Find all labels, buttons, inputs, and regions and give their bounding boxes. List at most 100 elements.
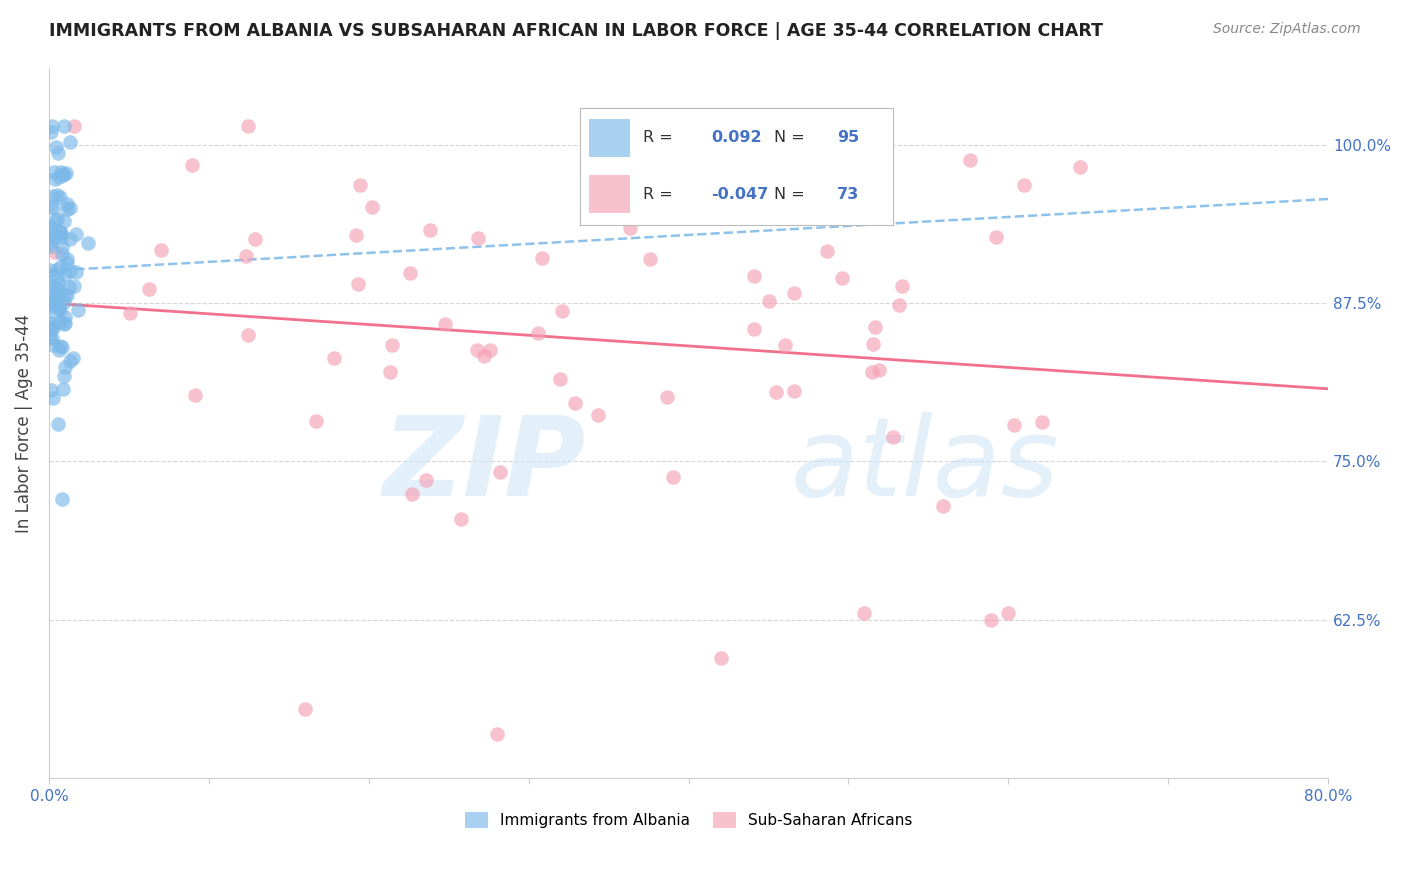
Immigrants from Albania bbox=[46, 281, 69, 295]
Sub-Saharan Africans bbox=[530, 251, 553, 265]
Sub-Saharan Africans bbox=[485, 727, 508, 741]
Sub-Saharan Africans bbox=[478, 343, 501, 358]
Text: IMMIGRANTS FROM ALBANIA VS SUBSAHARAN AFRICAN IN LABOR FORCE | AGE 35-44 CORRELA: IMMIGRANTS FROM ALBANIA VS SUBSAHARAN AF… bbox=[49, 22, 1104, 40]
Sub-Saharan Africans bbox=[415, 473, 437, 487]
Sub-Saharan Africans bbox=[862, 210, 884, 224]
Immigrants from Albania bbox=[39, 125, 62, 139]
Text: ZIP: ZIP bbox=[382, 412, 586, 519]
Immigrants from Albania bbox=[59, 354, 82, 368]
Sub-Saharan Africans bbox=[474, 349, 496, 363]
Immigrants from Albania bbox=[38, 271, 60, 285]
Legend: Immigrants from Albania, Sub-Saharan Africans: Immigrants from Albania, Sub-Saharan Afr… bbox=[458, 806, 918, 834]
Immigrants from Albania bbox=[66, 303, 89, 318]
Immigrants from Albania bbox=[59, 135, 82, 149]
Immigrants from Albania bbox=[52, 168, 75, 182]
Immigrants from Albania bbox=[65, 227, 87, 242]
Immigrants from Albania bbox=[46, 282, 69, 296]
Immigrants from Albania bbox=[53, 317, 76, 331]
Immigrants from Albania bbox=[49, 225, 72, 239]
Sub-Saharan Africans bbox=[744, 322, 766, 336]
Immigrants from Albania bbox=[45, 140, 67, 154]
Sub-Saharan Africans bbox=[465, 343, 488, 357]
Immigrants from Albania bbox=[51, 340, 73, 354]
Immigrants from Albania bbox=[39, 316, 62, 330]
Sub-Saharan Africans bbox=[1069, 160, 1091, 174]
Immigrants from Albania bbox=[51, 247, 73, 261]
Immigrants from Albania bbox=[53, 316, 76, 330]
Sub-Saharan Africans bbox=[887, 298, 910, 312]
Immigrants from Albania bbox=[45, 212, 67, 227]
Immigrants from Albania bbox=[48, 260, 70, 275]
Immigrants from Albania bbox=[39, 330, 62, 344]
Sub-Saharan Africans bbox=[868, 363, 890, 377]
Sub-Saharan Africans bbox=[236, 327, 259, 342]
Sub-Saharan Africans bbox=[586, 408, 609, 422]
Sub-Saharan Africans bbox=[709, 650, 731, 665]
Sub-Saharan Africans bbox=[419, 223, 441, 237]
Sub-Saharan Africans bbox=[862, 168, 884, 182]
Sub-Saharan Africans bbox=[619, 220, 641, 235]
Immigrants from Albania bbox=[52, 214, 75, 228]
Sub-Saharan Africans bbox=[551, 303, 574, 318]
Sub-Saharan Africans bbox=[149, 244, 172, 258]
Immigrants from Albania bbox=[53, 369, 76, 384]
Sub-Saharan Africans bbox=[548, 372, 571, 386]
Immigrants from Albania bbox=[48, 288, 70, 302]
Immigrants from Albania bbox=[53, 359, 76, 374]
Immigrants from Albania bbox=[53, 310, 76, 324]
Immigrants from Albania bbox=[52, 295, 75, 310]
Immigrants from Albania bbox=[39, 295, 62, 310]
Immigrants from Albania bbox=[45, 262, 67, 277]
Immigrants from Albania bbox=[46, 299, 69, 313]
Text: Source: ZipAtlas.com: Source: ZipAtlas.com bbox=[1213, 22, 1361, 37]
Sub-Saharan Africans bbox=[238, 119, 260, 133]
Sub-Saharan Africans bbox=[183, 388, 205, 402]
Sub-Saharan Africans bbox=[344, 228, 367, 243]
Sub-Saharan Africans bbox=[997, 607, 1019, 621]
Sub-Saharan Africans bbox=[243, 232, 266, 246]
Sub-Saharan Africans bbox=[489, 465, 512, 479]
Sub-Saharan Africans bbox=[564, 396, 586, 410]
Sub-Saharan Africans bbox=[323, 351, 346, 365]
Sub-Saharan Africans bbox=[932, 499, 955, 513]
Immigrants from Albania bbox=[45, 287, 67, 301]
Immigrants from Albania bbox=[46, 145, 69, 160]
Sub-Saharan Africans bbox=[979, 613, 1001, 627]
Sub-Saharan Africans bbox=[399, 266, 422, 280]
Sub-Saharan Africans bbox=[773, 337, 796, 351]
Sub-Saharan Africans bbox=[349, 178, 371, 192]
Immigrants from Albania bbox=[42, 392, 65, 406]
Immigrants from Albania bbox=[41, 383, 63, 397]
Immigrants from Albania bbox=[51, 240, 73, 254]
Immigrants from Albania bbox=[41, 295, 63, 310]
Immigrants from Albania bbox=[48, 189, 70, 203]
Immigrants from Albania bbox=[59, 232, 82, 246]
Sub-Saharan Africans bbox=[304, 414, 326, 428]
Immigrants from Albania bbox=[42, 201, 65, 215]
Immigrants from Albania bbox=[41, 331, 63, 345]
Immigrants from Albania bbox=[55, 288, 77, 302]
Immigrants from Albania bbox=[65, 265, 87, 279]
Sub-Saharan Africans bbox=[120, 306, 142, 320]
Immigrants from Albania bbox=[55, 202, 77, 216]
Immigrants from Albania bbox=[41, 319, 63, 334]
Immigrants from Albania bbox=[53, 268, 76, 283]
Immigrants from Albania bbox=[44, 172, 66, 186]
Immigrants from Albania bbox=[48, 300, 70, 314]
Immigrants from Albania bbox=[39, 279, 62, 293]
Sub-Saharan Africans bbox=[381, 338, 404, 352]
Immigrants from Albania bbox=[46, 293, 69, 308]
Sub-Saharan Africans bbox=[891, 278, 914, 293]
Sub-Saharan Africans bbox=[1014, 178, 1036, 193]
Immigrants from Albania bbox=[49, 226, 72, 240]
Sub-Saharan Africans bbox=[467, 231, 489, 245]
Sub-Saharan Africans bbox=[44, 245, 66, 260]
Immigrants from Albania bbox=[48, 170, 70, 185]
Immigrants from Albania bbox=[45, 307, 67, 321]
Immigrants from Albania bbox=[38, 323, 60, 337]
Immigrants from Albania bbox=[38, 235, 60, 249]
Sub-Saharan Africans bbox=[378, 365, 401, 379]
Sub-Saharan Africans bbox=[853, 607, 876, 621]
Immigrants from Albania bbox=[42, 337, 65, 351]
Sub-Saharan Africans bbox=[361, 200, 384, 214]
